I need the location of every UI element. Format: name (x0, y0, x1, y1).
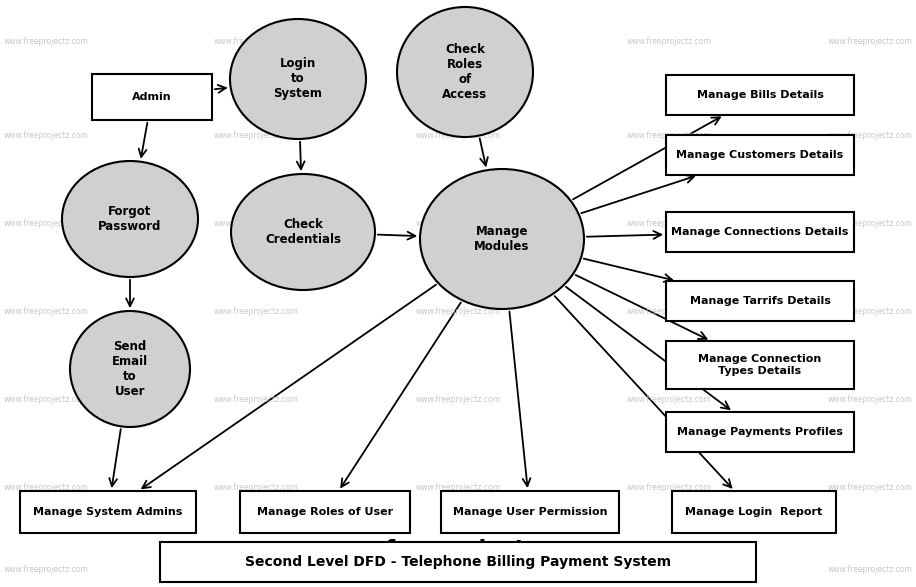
Text: www.freeprojectz.com: www.freeprojectz.com (627, 218, 711, 228)
Text: Manage Tarrifs Details: Manage Tarrifs Details (690, 296, 831, 306)
Text: www.freeprojectz.com: www.freeprojectz.com (828, 565, 912, 574)
Text: www.freeprojectz.com: www.freeprojectz.com (4, 306, 88, 316)
Text: Forgot
Password: Forgot Password (98, 205, 162, 233)
FancyBboxPatch shape (666, 281, 854, 321)
Text: www.freeprojectz.com: www.freeprojectz.com (828, 36, 912, 46)
Ellipse shape (70, 311, 190, 427)
Text: www.freeprojectz.com: www.freeprojectz.com (416, 394, 500, 404)
Text: www.freeprojectz.com: www.freeprojectz.com (4, 394, 88, 404)
FancyBboxPatch shape (666, 212, 854, 252)
Text: www.freeprojectz.com: www.freeprojectz.com (828, 306, 912, 316)
Text: www.freeprojectz.com: www.freeprojectz.com (416, 483, 500, 492)
Ellipse shape (62, 161, 198, 277)
Text: www.freeprojectz.com: www.freeprojectz.com (317, 539, 599, 559)
Text: www.freeprojectz.com: www.freeprojectz.com (214, 483, 299, 492)
FancyBboxPatch shape (666, 341, 854, 389)
Text: www.freeprojectz.com: www.freeprojectz.com (4, 218, 88, 228)
Text: www.freeprojectz.com: www.freeprojectz.com (627, 306, 711, 316)
Ellipse shape (397, 7, 533, 137)
Text: Send
Email
to
User: Send Email to User (112, 340, 148, 398)
Text: Manage
Modules: Manage Modules (474, 225, 529, 253)
FancyBboxPatch shape (92, 74, 212, 120)
Text: Manage Login  Report: Manage Login Report (685, 507, 823, 517)
Text: www.freeprojectz.com: www.freeprojectz.com (828, 483, 912, 492)
Text: www.freeprojectz.com: www.freeprojectz.com (214, 306, 299, 316)
Text: Login
to
System: Login to System (274, 58, 322, 100)
FancyBboxPatch shape (666, 135, 854, 175)
Text: Check
Roles
of
Access: Check Roles of Access (442, 43, 487, 101)
Text: www.freeprojectz.com: www.freeprojectz.com (828, 394, 912, 404)
FancyBboxPatch shape (672, 491, 836, 533)
Ellipse shape (230, 19, 366, 139)
Text: www.freeprojectz.com: www.freeprojectz.com (627, 394, 711, 404)
FancyBboxPatch shape (240, 491, 410, 533)
Text: Manage Roles of User: Manage Roles of User (256, 507, 393, 517)
Text: Manage Connections Details: Manage Connections Details (671, 227, 849, 237)
Text: www.freeprojectz.com: www.freeprojectz.com (4, 565, 88, 574)
Text: Second Level DFD - Telephone Billing Payment System: Second Level DFD - Telephone Billing Pay… (245, 555, 671, 569)
Text: www.freeprojectz.com: www.freeprojectz.com (214, 394, 299, 404)
FancyBboxPatch shape (666, 412, 854, 452)
Text: Manage User Permission: Manage User Permission (453, 507, 607, 517)
Text: Manage Payments Profiles: Manage Payments Profiles (677, 427, 843, 437)
FancyBboxPatch shape (441, 491, 619, 533)
Text: www.freeprojectz.com: www.freeprojectz.com (828, 130, 912, 140)
Text: www.freeprojectz.com: www.freeprojectz.com (828, 218, 912, 228)
Text: www.freeprojectz.com: www.freeprojectz.com (627, 483, 711, 492)
Text: www.freeprojectz.com: www.freeprojectz.com (214, 565, 299, 574)
Text: www.freeprojectz.com: www.freeprojectz.com (214, 130, 299, 140)
Text: Manage Connection
Types Details: Manage Connection Types Details (698, 354, 822, 376)
Text: www.freeprojectz.com: www.freeprojectz.com (4, 130, 88, 140)
FancyBboxPatch shape (160, 542, 756, 582)
Text: www.freeprojectz.com: www.freeprojectz.com (416, 306, 500, 316)
FancyBboxPatch shape (20, 491, 196, 533)
Text: Manage System Admins: Manage System Admins (33, 507, 182, 517)
Text: www.freeprojectz.com: www.freeprojectz.com (214, 36, 299, 46)
Text: www.freeprojectz.com: www.freeprojectz.com (416, 565, 500, 574)
Text: Manage Bills Details: Manage Bills Details (696, 90, 823, 100)
Text: Admin: Admin (132, 92, 172, 102)
Text: www.freeprojectz.com: www.freeprojectz.com (627, 36, 711, 46)
FancyBboxPatch shape (666, 75, 854, 115)
Ellipse shape (420, 169, 584, 309)
Text: www.freeprojectz.com: www.freeprojectz.com (627, 130, 711, 140)
Text: www.freeprojectz.com: www.freeprojectz.com (627, 565, 711, 574)
Text: www.freeprojectz.com: www.freeprojectz.com (416, 36, 500, 46)
Text: www.freeprojectz.com: www.freeprojectz.com (214, 218, 299, 228)
Text: Manage Customers Details: Manage Customers Details (676, 150, 844, 160)
Text: www.freeprojectz.com: www.freeprojectz.com (4, 36, 88, 46)
Ellipse shape (231, 174, 375, 290)
Text: www.freeprojectz.com: www.freeprojectz.com (416, 130, 500, 140)
Text: www.freeprojectz.com: www.freeprojectz.com (4, 483, 88, 492)
Text: Check
Credentials: Check Credentials (265, 218, 341, 246)
Text: www.freeprojectz.com: www.freeprojectz.com (416, 218, 500, 228)
